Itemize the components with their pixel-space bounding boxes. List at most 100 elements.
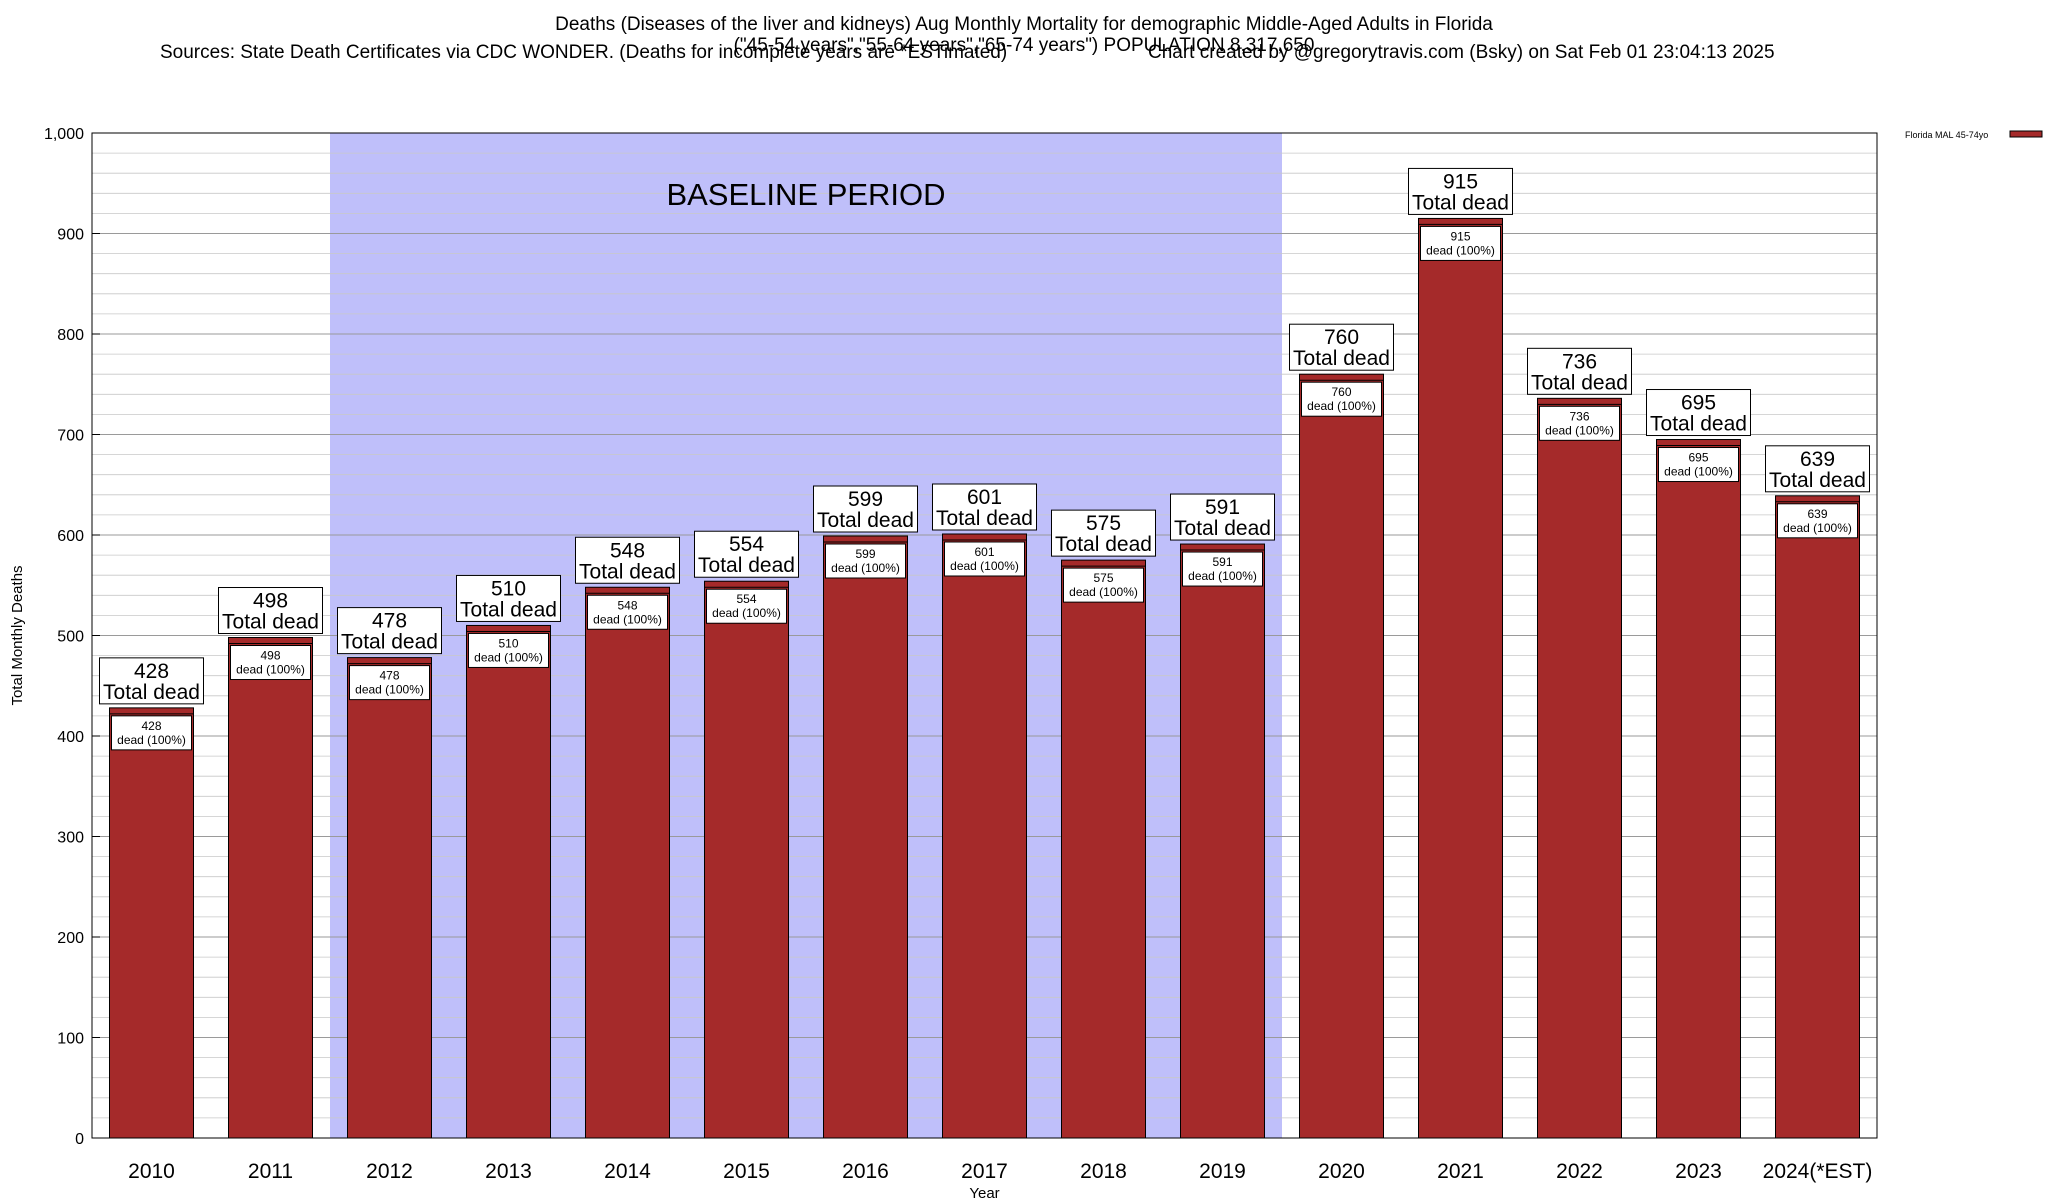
inner-label-box — [944, 541, 1025, 577]
y-tick-label: 900 — [57, 227, 84, 244]
total-label-text: Total dead — [1055, 533, 1152, 556]
chart-sources: Sources: State Death Certificates via CD… — [160, 42, 1008, 63]
x-tick-label-2018: 2018 — [1080, 1160, 1127, 1183]
total-label-value: 915 — [1443, 170, 1478, 193]
inner-label-value: 760 — [1331, 385, 1351, 399]
x-tick-label-2011: 2011 — [248, 1160, 293, 1183]
total-label-value: 498 — [253, 590, 288, 613]
total-label-value: 428 — [134, 660, 169, 683]
total-label-value: 736 — [1562, 350, 1597, 373]
total-label-value: 599 — [848, 488, 883, 511]
total-label-box — [218, 587, 323, 635]
inner-label-box — [1301, 381, 1382, 417]
inner-label-value: 498 — [260, 649, 280, 663]
total-label-value: 510 — [491, 577, 526, 600]
x-tick-label-2019: 2019 — [1199, 1160, 1246, 1183]
baseline-period-label: BASELINE PERIOD — [666, 177, 945, 212]
inner-label-box — [587, 594, 668, 630]
bar-2021 — [1418, 217, 1503, 1139]
legend-swatch — [2009, 130, 2043, 138]
y-tick-label: 200 — [57, 930, 84, 947]
inner-label-text: dead (100%) — [1069, 585, 1138, 599]
inner-label-text: dead (100%) — [712, 606, 781, 620]
y-tick-label: 0 — [75, 1131, 84, 1148]
total-label-box — [1289, 323, 1394, 371]
total-label-value: 575 — [1086, 512, 1121, 535]
inner-label-text: dead (100%) — [1307, 399, 1376, 413]
x-tick-label-2014: 2014 — [604, 1160, 651, 1183]
inner-label-value: 548 — [617, 598, 637, 612]
inner-label-box — [825, 543, 906, 579]
total-label-box — [694, 530, 799, 578]
bar-2018 — [1061, 559, 1146, 1139]
total-label-box — [1527, 347, 1632, 395]
total-label-text: Total dead — [1293, 347, 1390, 370]
total-label-box — [575, 536, 680, 584]
inner-label-text: dead (100%) — [950, 559, 1019, 573]
y-tick-label: 600 — [57, 528, 84, 545]
inner-label-text: dead (100%) — [1664, 465, 1733, 479]
bar-2011 — [228, 637, 313, 1139]
inner-label-box — [1063, 567, 1144, 603]
y-tick-label: 300 — [57, 830, 84, 847]
bar-2013 — [466, 624, 551, 1139]
inner-label-box — [111, 715, 192, 751]
x-tick-label-2021: 2021 — [1437, 1160, 1484, 1183]
total-label-value: 591 — [1205, 496, 1240, 519]
total-label-value: 601 — [967, 486, 1002, 509]
bar-2012 — [347, 657, 432, 1139]
inner-label-value: 736 — [1569, 409, 1589, 423]
total-label-text: Total dead — [936, 507, 1033, 530]
chart-title-block: Deaths (Diseases of the liver and kidney… — [0, 14, 2048, 56]
total-label-value: 760 — [1324, 326, 1359, 349]
inner-label-value: 639 — [1807, 507, 1827, 521]
x-tick-label-2022: 2022 — [1556, 1160, 1603, 1183]
total-label-box — [99, 657, 204, 705]
inner-label-text: dead (100%) — [1783, 521, 1852, 535]
bar-2014 — [585, 586, 670, 1139]
inner-label-text: dead (100%) — [236, 663, 305, 677]
y-tick-label: 700 — [57, 428, 84, 445]
total-label-box — [456, 574, 561, 622]
inner-label-value: 915 — [1450, 229, 1470, 243]
inner-label-value: 510 — [498, 636, 518, 650]
total-label-box — [1170, 493, 1275, 541]
x-axis-title: Year — [969, 1185, 999, 1200]
inner-label-value: 575 — [1093, 571, 1113, 585]
total-label-text: Total dead — [698, 554, 795, 577]
total-label-box — [1408, 167, 1513, 215]
inner-label-text: dead (100%) — [1545, 423, 1614, 437]
inner-label-text: dead (100%) — [1188, 569, 1257, 583]
inner-label-value: 695 — [1688, 451, 1708, 465]
inner-label-value: 478 — [379, 669, 399, 683]
total-label-value: 548 — [610, 539, 645, 562]
inner-label-box — [468, 632, 549, 668]
inner-label-box — [230, 645, 311, 681]
y-tick-label: 500 — [57, 629, 84, 646]
x-tick-label-2017: 2017 — [961, 1160, 1008, 1183]
x-tick-label-2012: 2012 — [366, 1160, 413, 1183]
inner-label-text: dead (100%) — [593, 612, 662, 626]
y-tick-label: 400 — [57, 729, 84, 746]
total-label-value: 478 — [372, 610, 407, 633]
inner-label-text: dead (100%) — [117, 733, 186, 747]
total-label-text: Total dead — [817, 509, 914, 532]
bar-2019 — [1180, 543, 1265, 1139]
y-axis-title: Total Monthly Deaths — [9, 565, 26, 705]
inner-label-text: dead (100%) — [355, 683, 424, 697]
bar-2020 — [1299, 373, 1384, 1139]
bar-2022 — [1537, 397, 1622, 1139]
inner-label-box — [706, 588, 787, 624]
inner-label-value: 601 — [974, 545, 994, 559]
total-label-text: Total dead — [1531, 371, 1628, 394]
inner-label-box — [1777, 503, 1858, 539]
inner-label-box — [1539, 405, 1620, 441]
total-label-text: Total dead — [1769, 469, 1866, 492]
x-tick-label-2016: 2016 — [842, 1160, 889, 1183]
bar-2017 — [942, 533, 1027, 1139]
total-label-box — [932, 483, 1037, 531]
inner-label-value: 554 — [736, 592, 756, 606]
total-label-value: 695 — [1681, 392, 1716, 415]
x-tick-label-2020: 2020 — [1318, 1160, 1365, 1183]
bar-2024(*EST) — [1775, 495, 1860, 1139]
